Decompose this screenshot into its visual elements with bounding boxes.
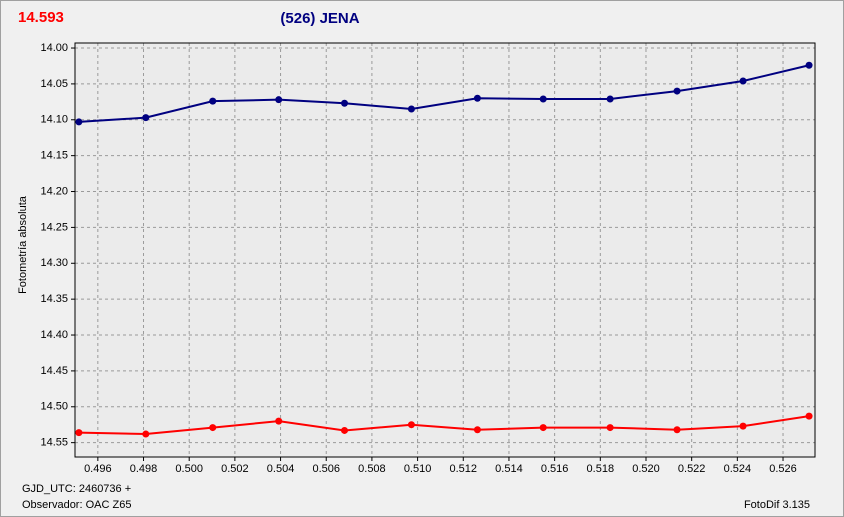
- data-point: [407, 105, 415, 113]
- footer-text: FotoDif 3.135: [744, 499, 810, 511]
- x-tick-label: 0.510: [404, 463, 432, 475]
- magnitude: 14.593: [18, 9, 64, 26]
- y-tick-label: 14.25: [40, 221, 68, 233]
- data-point: [606, 95, 614, 103]
- series-line: [78, 415, 810, 436]
- x-tick-label: 0.506: [312, 463, 340, 475]
- data-point: [739, 422, 747, 430]
- y-axis-label: Fotometría absoluta: [17, 195, 29, 294]
- data-point: [473, 94, 481, 102]
- x-tick-label: 0.512: [450, 463, 478, 475]
- y-tick-label: 14.35: [40, 293, 68, 305]
- x-tick-label: 0.526: [769, 463, 797, 475]
- y-tick-label: 14.15: [40, 150, 68, 162]
- data-point: [673, 426, 681, 434]
- x-tick-label: 0.518: [587, 463, 615, 475]
- data-point: [209, 97, 217, 105]
- y-tick-label: 14.10: [40, 114, 68, 126]
- y-tick-label: 14.05: [40, 78, 68, 90]
- x-tick-label: 0.496: [84, 463, 112, 475]
- data-point: [75, 429, 83, 437]
- footer-text: Observador: OAC Z65: [22, 499, 131, 511]
- x-tick-label: 0.508: [358, 463, 386, 475]
- data-point: [606, 424, 614, 432]
- data-point: [805, 61, 813, 69]
- x-tick-label: 0.520: [632, 463, 660, 475]
- y-tick-label: 14.40: [40, 329, 68, 341]
- data-point: [209, 424, 217, 432]
- data-point: [275, 417, 283, 425]
- data-point: [142, 430, 150, 438]
- plot-area: [75, 43, 815, 457]
- data-point: [75, 118, 83, 126]
- y-tick-label: 14.50: [40, 401, 68, 413]
- data-point: [275, 96, 283, 104]
- footer-text: GJD_UTC: 2460736 +: [22, 483, 131, 495]
- data-point: [341, 99, 349, 107]
- x-tick-label: 0.524: [724, 463, 752, 475]
- data-point: [407, 421, 415, 429]
- x-tick-label: 0.498: [130, 463, 158, 475]
- data-point: [341, 426, 349, 434]
- data-point: [805, 412, 813, 420]
- chart-title: (526) JENA: [280, 10, 359, 27]
- x-tick-label: 0.502: [221, 463, 249, 475]
- series-line: [78, 64, 810, 123]
- plot-border: [74, 42, 816, 458]
- data-point: [673, 87, 681, 95]
- data-point: [539, 95, 547, 103]
- data-point: [739, 77, 747, 85]
- data-point: [142, 114, 150, 122]
- y-tick-label: 14.55: [40, 437, 68, 449]
- y-tick-label: 14.20: [40, 185, 68, 197]
- x-tick-label: 0.522: [678, 463, 706, 475]
- x-tick-label: 0.516: [541, 463, 569, 475]
- x-tick-label: 0.514: [495, 463, 523, 475]
- x-tick-label: 0.500: [175, 463, 203, 475]
- y-tick-label: 14.30: [40, 257, 68, 269]
- y-tick-label: 14.00: [40, 42, 68, 54]
- x-tick-label: 0.504: [267, 463, 295, 475]
- y-tick-label: 14.45: [40, 365, 68, 377]
- data-point: [539, 424, 547, 432]
- data-point: [473, 426, 481, 434]
